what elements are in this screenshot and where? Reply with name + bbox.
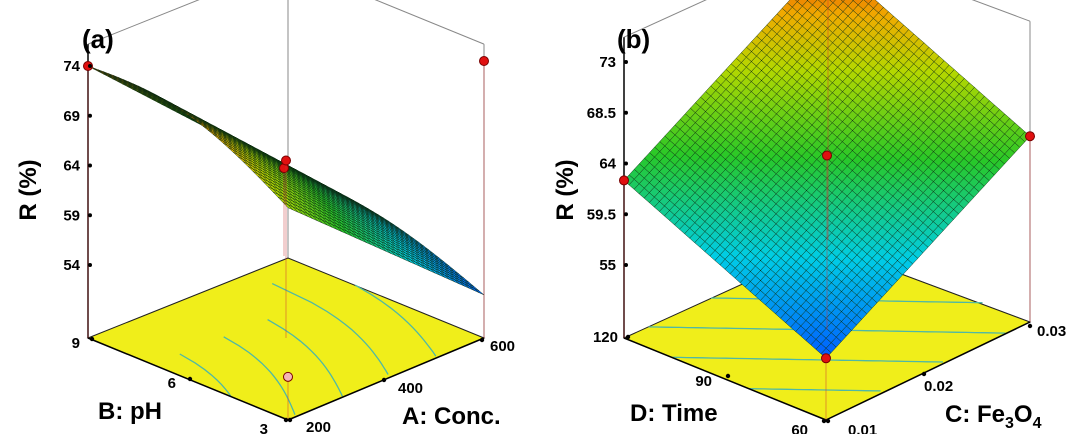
z-tick-label: 64 xyxy=(599,156,616,173)
y-axis-label: D: Time xyxy=(630,400,718,427)
floor-contour-lines xyxy=(179,283,437,415)
panel-label: (a) xyxy=(82,24,114,54)
z-axis-label: R (%) xyxy=(552,159,579,220)
design-point-marker xyxy=(283,371,293,382)
x-axis-ticks: 0.01 0.02 0.03 xyxy=(825,323,1066,434)
z-tick-label: 73 xyxy=(599,54,616,71)
y-axis-ticks: 3 6 9 xyxy=(72,335,289,434)
x-tick-label: 0.03 xyxy=(1037,323,1066,340)
x-axis-line xyxy=(825,321,1031,421)
y-tick-label: 90 xyxy=(695,373,712,390)
y-axis-label: B: pH xyxy=(98,398,162,425)
y-axis-line xyxy=(623,337,827,421)
y-axis-ticks: 60 90 120 xyxy=(593,329,827,434)
panel-label: (b) xyxy=(617,24,650,54)
y-tick-label: 120 xyxy=(593,329,618,346)
z-axis-label: R (%) xyxy=(15,159,42,220)
z-tick-label: 64 xyxy=(63,158,80,175)
y-tick-label: 9 xyxy=(72,335,80,352)
x-tick-label: 0.01 xyxy=(848,422,877,434)
design-points xyxy=(83,56,489,420)
z-tick-label: 59 xyxy=(63,207,80,224)
design-point-marker xyxy=(281,155,291,166)
design-points xyxy=(619,0,1035,420)
x-tick-label: 200 xyxy=(306,419,331,434)
z-tick-label: 69 xyxy=(63,108,80,125)
x-axis-ticks: 200 400 600 xyxy=(287,337,515,434)
x-tick-label: 600 xyxy=(490,338,515,355)
z-tick-label: 54 xyxy=(63,257,80,274)
x-axis-label: C: Fe3O4 xyxy=(945,401,1042,432)
design-point-marker xyxy=(821,353,831,364)
z-tick-label: 59.5 xyxy=(587,206,616,223)
x-tick-label: 0.02 xyxy=(924,378,953,395)
y-tick-label: 60 xyxy=(791,422,808,434)
y-tick-label: 3 xyxy=(260,421,268,434)
x-tick-label: 400 xyxy=(398,380,423,397)
z-tick-label: 68.5 xyxy=(587,105,616,122)
y-tick-label: 6 xyxy=(168,375,176,392)
z-axis-ticks: 74 69 64 59 54 xyxy=(63,58,92,274)
response-surface-mesh xyxy=(623,0,1031,359)
design-point-marker xyxy=(479,56,489,67)
z-tick-label: 74 xyxy=(63,58,80,75)
z-tick-label: 55 xyxy=(599,257,616,274)
design-point-marker xyxy=(619,175,629,186)
x-axis-label: A: Conc. xyxy=(402,403,501,430)
design-point-marker xyxy=(822,150,832,161)
design-point-marker xyxy=(1025,131,1035,142)
x-axis-line xyxy=(287,337,485,421)
panel-b-surface-plot: 73 68.5 64 59.5 55 0.01 0.02 0.03 60 90 120 (b) R (%… xyxy=(552,0,1066,434)
z-axis-ticks: 73 68.5 64 59.5 55 xyxy=(587,54,628,274)
